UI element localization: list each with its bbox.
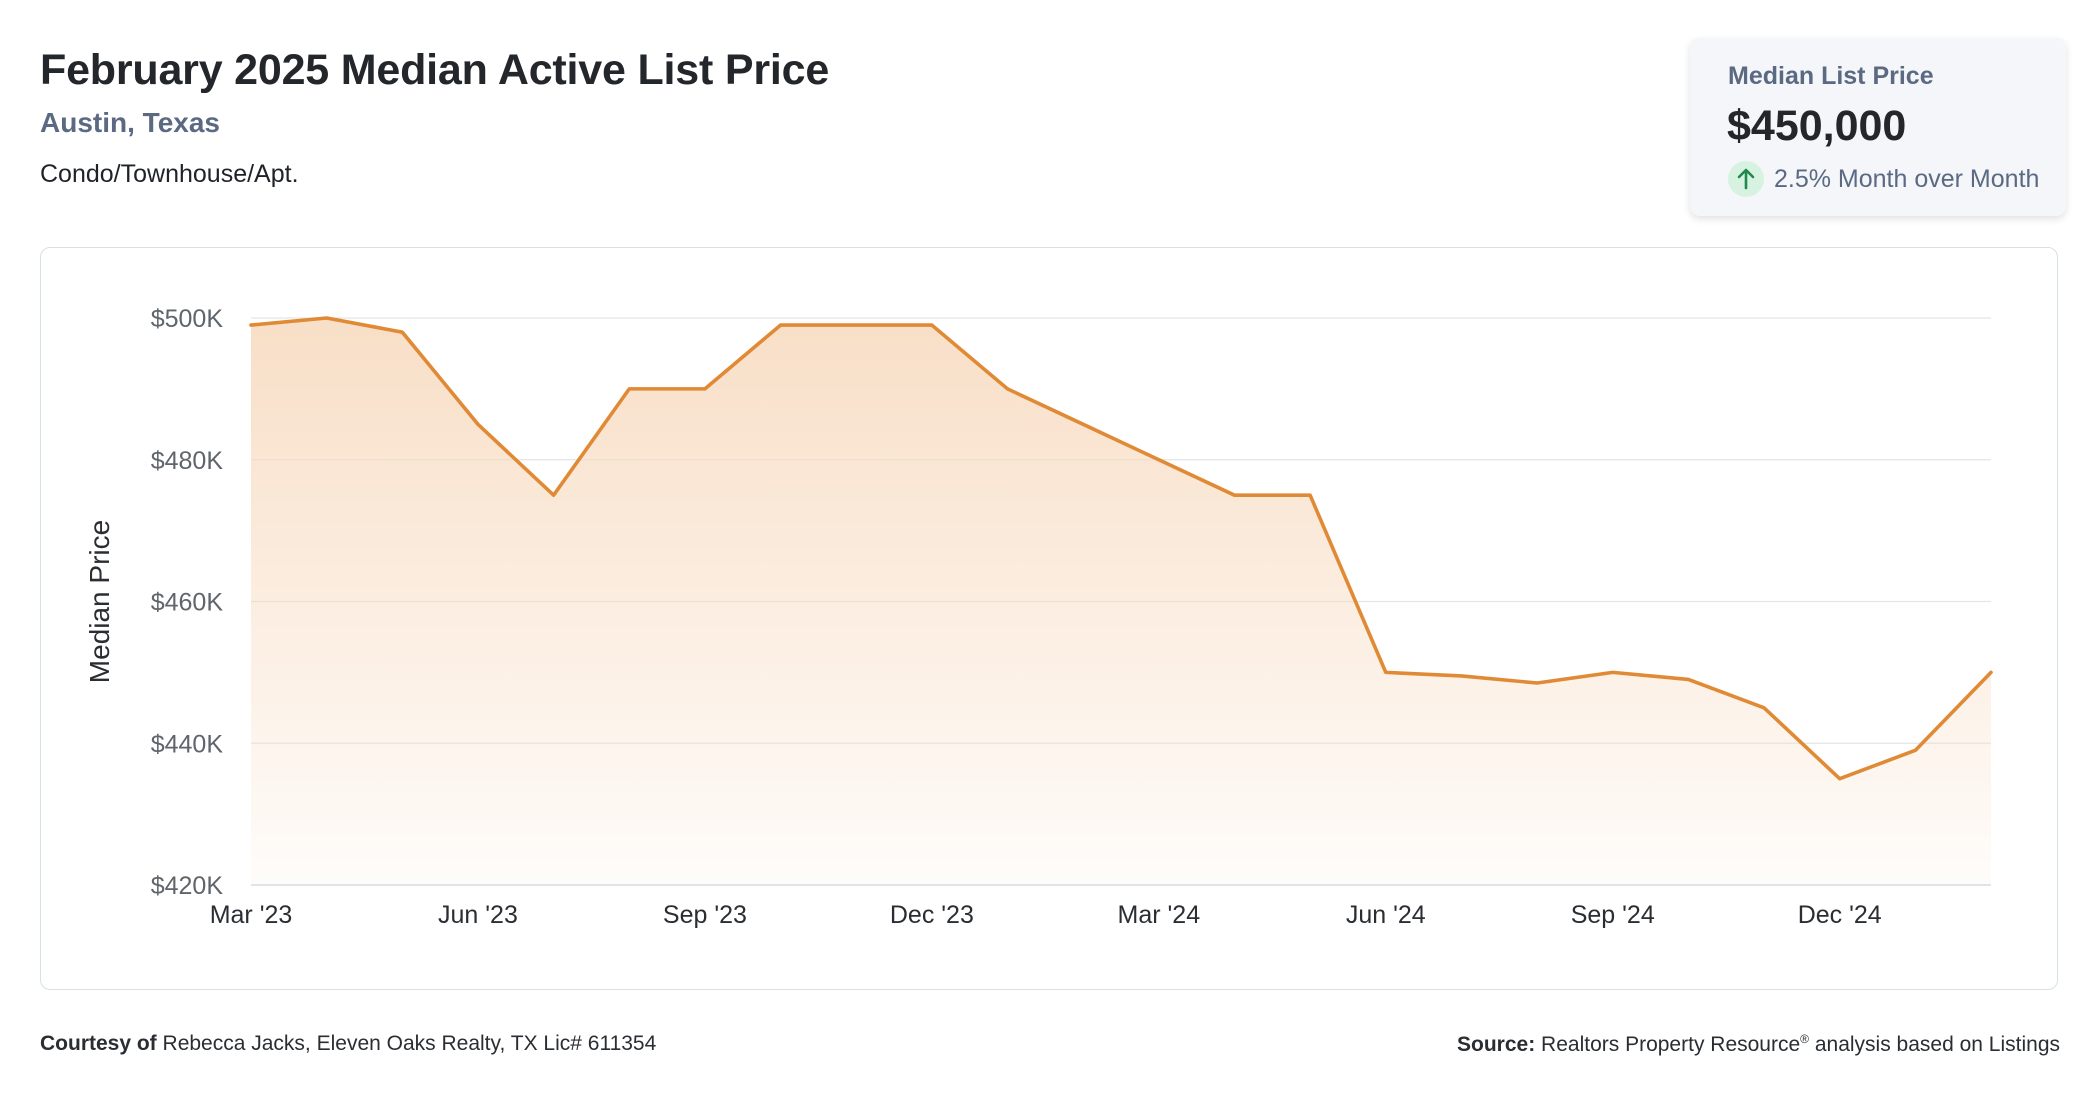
median-price-chart: $500K $480K $460K $440K $420K Median Price Mar… — [84, 305, 1993, 929]
x-tick-label: Sep '24 — [1571, 901, 1655, 929]
data-point — [325, 316, 329, 320]
data-point — [779, 323, 783, 327]
y-tick-label: $500K — [151, 305, 224, 333]
location-subtitle: Austin, Texas — [40, 107, 220, 138]
data-point — [400, 330, 404, 334]
area-fill — [251, 318, 1991, 885]
data-point — [1611, 670, 1615, 674]
data-point — [1989, 670, 1993, 674]
data-point — [476, 422, 480, 426]
y-tick-label: $460K — [151, 589, 224, 617]
data-point — [1686, 677, 1690, 681]
data-point — [930, 323, 934, 327]
source-text-post: analysis based on Listings — [1814, 1033, 2060, 1056]
kpi-change: 2.5% Month over Month — [1728, 160, 2039, 198]
series-line — [249, 316, 1993, 781]
data-point — [249, 323, 253, 327]
data-point — [1838, 777, 1842, 781]
chart-panel: $500K $480K $460K $440K $420K Median Price Mar… — [40, 247, 2058, 990]
data-point — [1157, 458, 1161, 462]
y-tick-label: $420K — [151, 872, 224, 900]
property-type-label: Condo/Townhouse/Apt. — [40, 160, 299, 188]
median-list-price-card: Median List Price $450,000 2.5% Month ov… — [1690, 38, 2066, 216]
data-point — [552, 493, 556, 497]
x-tick-label: Sep '23 — [663, 901, 747, 929]
x-tick-label: Dec '23 — [890, 901, 974, 929]
source-footer: Source: Realtors Property Resource® anal… — [1457, 1032, 2060, 1057]
x-tick-label: Jun '24 — [1346, 901, 1426, 929]
x-tick-label: Dec '24 — [1798, 901, 1882, 929]
x-tick-label: Mar '24 — [1118, 901, 1201, 929]
courtesy-text: Rebecca Jacks, Eleven Oaks Realty, TX Li… — [162, 1032, 657, 1055]
source-text: Realtors Property Resource — [1541, 1033, 1801, 1056]
data-point — [703, 387, 707, 391]
y-tick-label: $480K — [151, 447, 224, 475]
data-point — [1913, 748, 1917, 752]
y-axis-label: Median Price — [84, 520, 115, 683]
courtesy-label: Courtesy of — [40, 1032, 157, 1055]
data-point — [1384, 670, 1388, 674]
data-point — [854, 323, 858, 327]
kpi-change-text: 2.5% Month over Month — [1774, 164, 2040, 193]
data-point — [1535, 681, 1539, 685]
arrow-up-icon — [1728, 161, 1764, 197]
data-point — [627, 387, 631, 391]
registered-mark: ® — [1800, 1032, 1809, 1046]
kpi-label: Median List Price — [1728, 62, 1934, 90]
y-tick-label: $440K — [151, 730, 224, 758]
x-tick-label: Mar '23 — [210, 901, 293, 929]
data-point — [1232, 493, 1236, 497]
x-tick-label: Jun '23 — [438, 901, 518, 929]
courtesy-footer: Courtesy of Rebecca Jacks, Eleven Oaks R… — [40, 1032, 656, 1056]
data-point — [1459, 674, 1463, 678]
data-point — [1308, 493, 1312, 497]
source-label: Source: — [1457, 1033, 1536, 1056]
page-title: February 2025 Median Active List Price — [40, 46, 830, 94]
data-point — [1762, 706, 1766, 710]
kpi-value: $450,000 — [1727, 102, 1907, 150]
data-point — [1006, 387, 1010, 391]
data-point — [1081, 422, 1085, 426]
